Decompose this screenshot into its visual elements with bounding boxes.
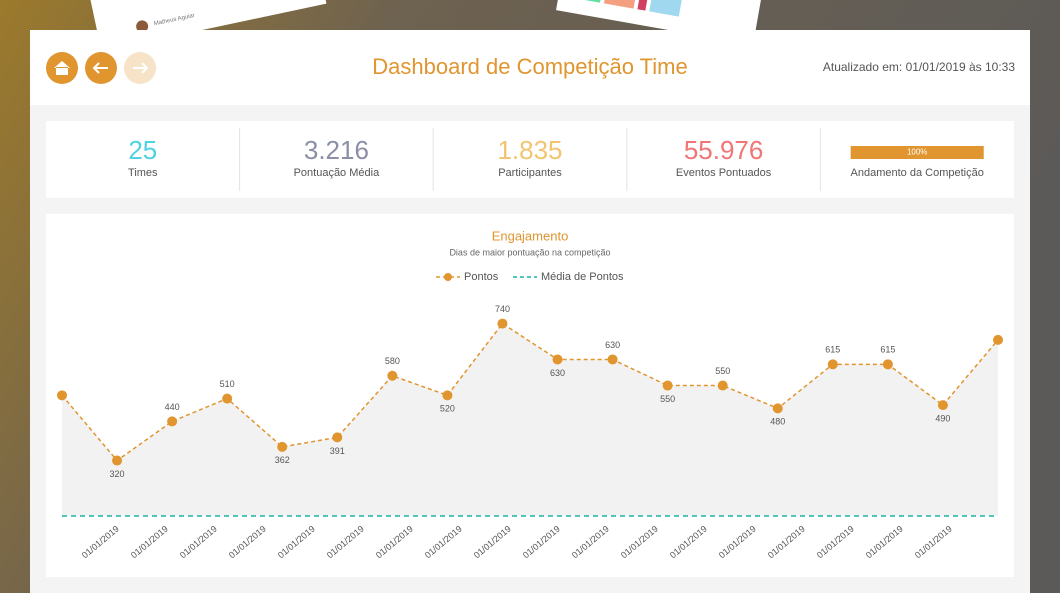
header xyxy=(30,30,1030,105)
point xyxy=(57,390,67,401)
stats-card xyxy=(46,121,1014,198)
data-label: 740 xyxy=(495,304,510,314)
decor-card: Matheus Aguiar xyxy=(82,0,327,52)
data-label: 615 xyxy=(880,345,895,355)
stat-value: 3.216 xyxy=(304,135,369,165)
point xyxy=(993,334,1003,345)
stat-label: Participantes xyxy=(498,167,562,179)
data-label: 550 xyxy=(715,366,730,376)
point xyxy=(662,380,673,391)
legend-label: Pontos xyxy=(464,271,499,283)
data-label: 391 xyxy=(330,446,345,456)
point xyxy=(332,432,343,443)
stat-label: Times xyxy=(128,167,158,179)
progress-caption: Andamento da Competição xyxy=(851,167,984,179)
point xyxy=(717,380,728,391)
data-label: 630 xyxy=(605,340,620,350)
point xyxy=(827,359,838,370)
chart-subtitle: Dias de maior pontuação na competição xyxy=(449,247,610,257)
avatar xyxy=(136,20,149,33)
point xyxy=(607,354,618,365)
card xyxy=(82,0,327,52)
data-label: 440 xyxy=(165,402,180,412)
data-label: 630 xyxy=(550,368,565,378)
data-label: 520 xyxy=(440,404,455,414)
area xyxy=(62,323,998,516)
point xyxy=(277,441,288,452)
data-label: 490 xyxy=(935,413,950,423)
stat-label: Eventos Pontuados xyxy=(676,167,772,179)
forward-icon xyxy=(133,62,149,74)
data-label: 580 xyxy=(385,356,400,366)
legend-label: Média de Pontos xyxy=(541,271,624,283)
decor-card xyxy=(556,0,770,45)
point xyxy=(222,393,233,404)
point xyxy=(167,416,178,427)
stat-value: 1.835 xyxy=(497,135,562,165)
data-label: 362 xyxy=(275,455,290,465)
progress-bar xyxy=(850,146,984,159)
forward-button[interactable] xyxy=(124,52,156,84)
data-label: 510 xyxy=(220,379,235,389)
back-icon xyxy=(92,62,108,74)
back-button[interactable] xyxy=(85,52,117,84)
progress-label: 100% xyxy=(907,148,927,157)
point xyxy=(552,354,563,365)
data-label: 550 xyxy=(660,394,675,404)
point xyxy=(442,390,453,401)
point xyxy=(882,359,893,370)
stat-value: 55.976 xyxy=(684,135,764,165)
point xyxy=(937,400,948,411)
point xyxy=(387,370,398,381)
point xyxy=(772,403,783,414)
data-label: 615 xyxy=(825,345,840,355)
home-button[interactable] xyxy=(46,52,78,84)
data-label: 480 xyxy=(770,417,785,427)
updated-at: Atualizado em: 01/01/2019 às 10:33 xyxy=(823,60,1015,74)
page-title: Dashboard de Competição Time xyxy=(372,54,688,79)
legend-marker xyxy=(444,273,452,281)
line xyxy=(61,322,999,462)
point xyxy=(112,455,123,466)
data-label: 320 xyxy=(110,469,125,479)
point xyxy=(497,318,508,329)
home-icon xyxy=(54,61,70,75)
tile xyxy=(649,0,688,17)
stat-value: 25 xyxy=(128,135,157,165)
card xyxy=(556,0,770,45)
chart-title: Engajamento xyxy=(492,228,569,243)
stat-label: Pontuação Média xyxy=(294,167,380,179)
